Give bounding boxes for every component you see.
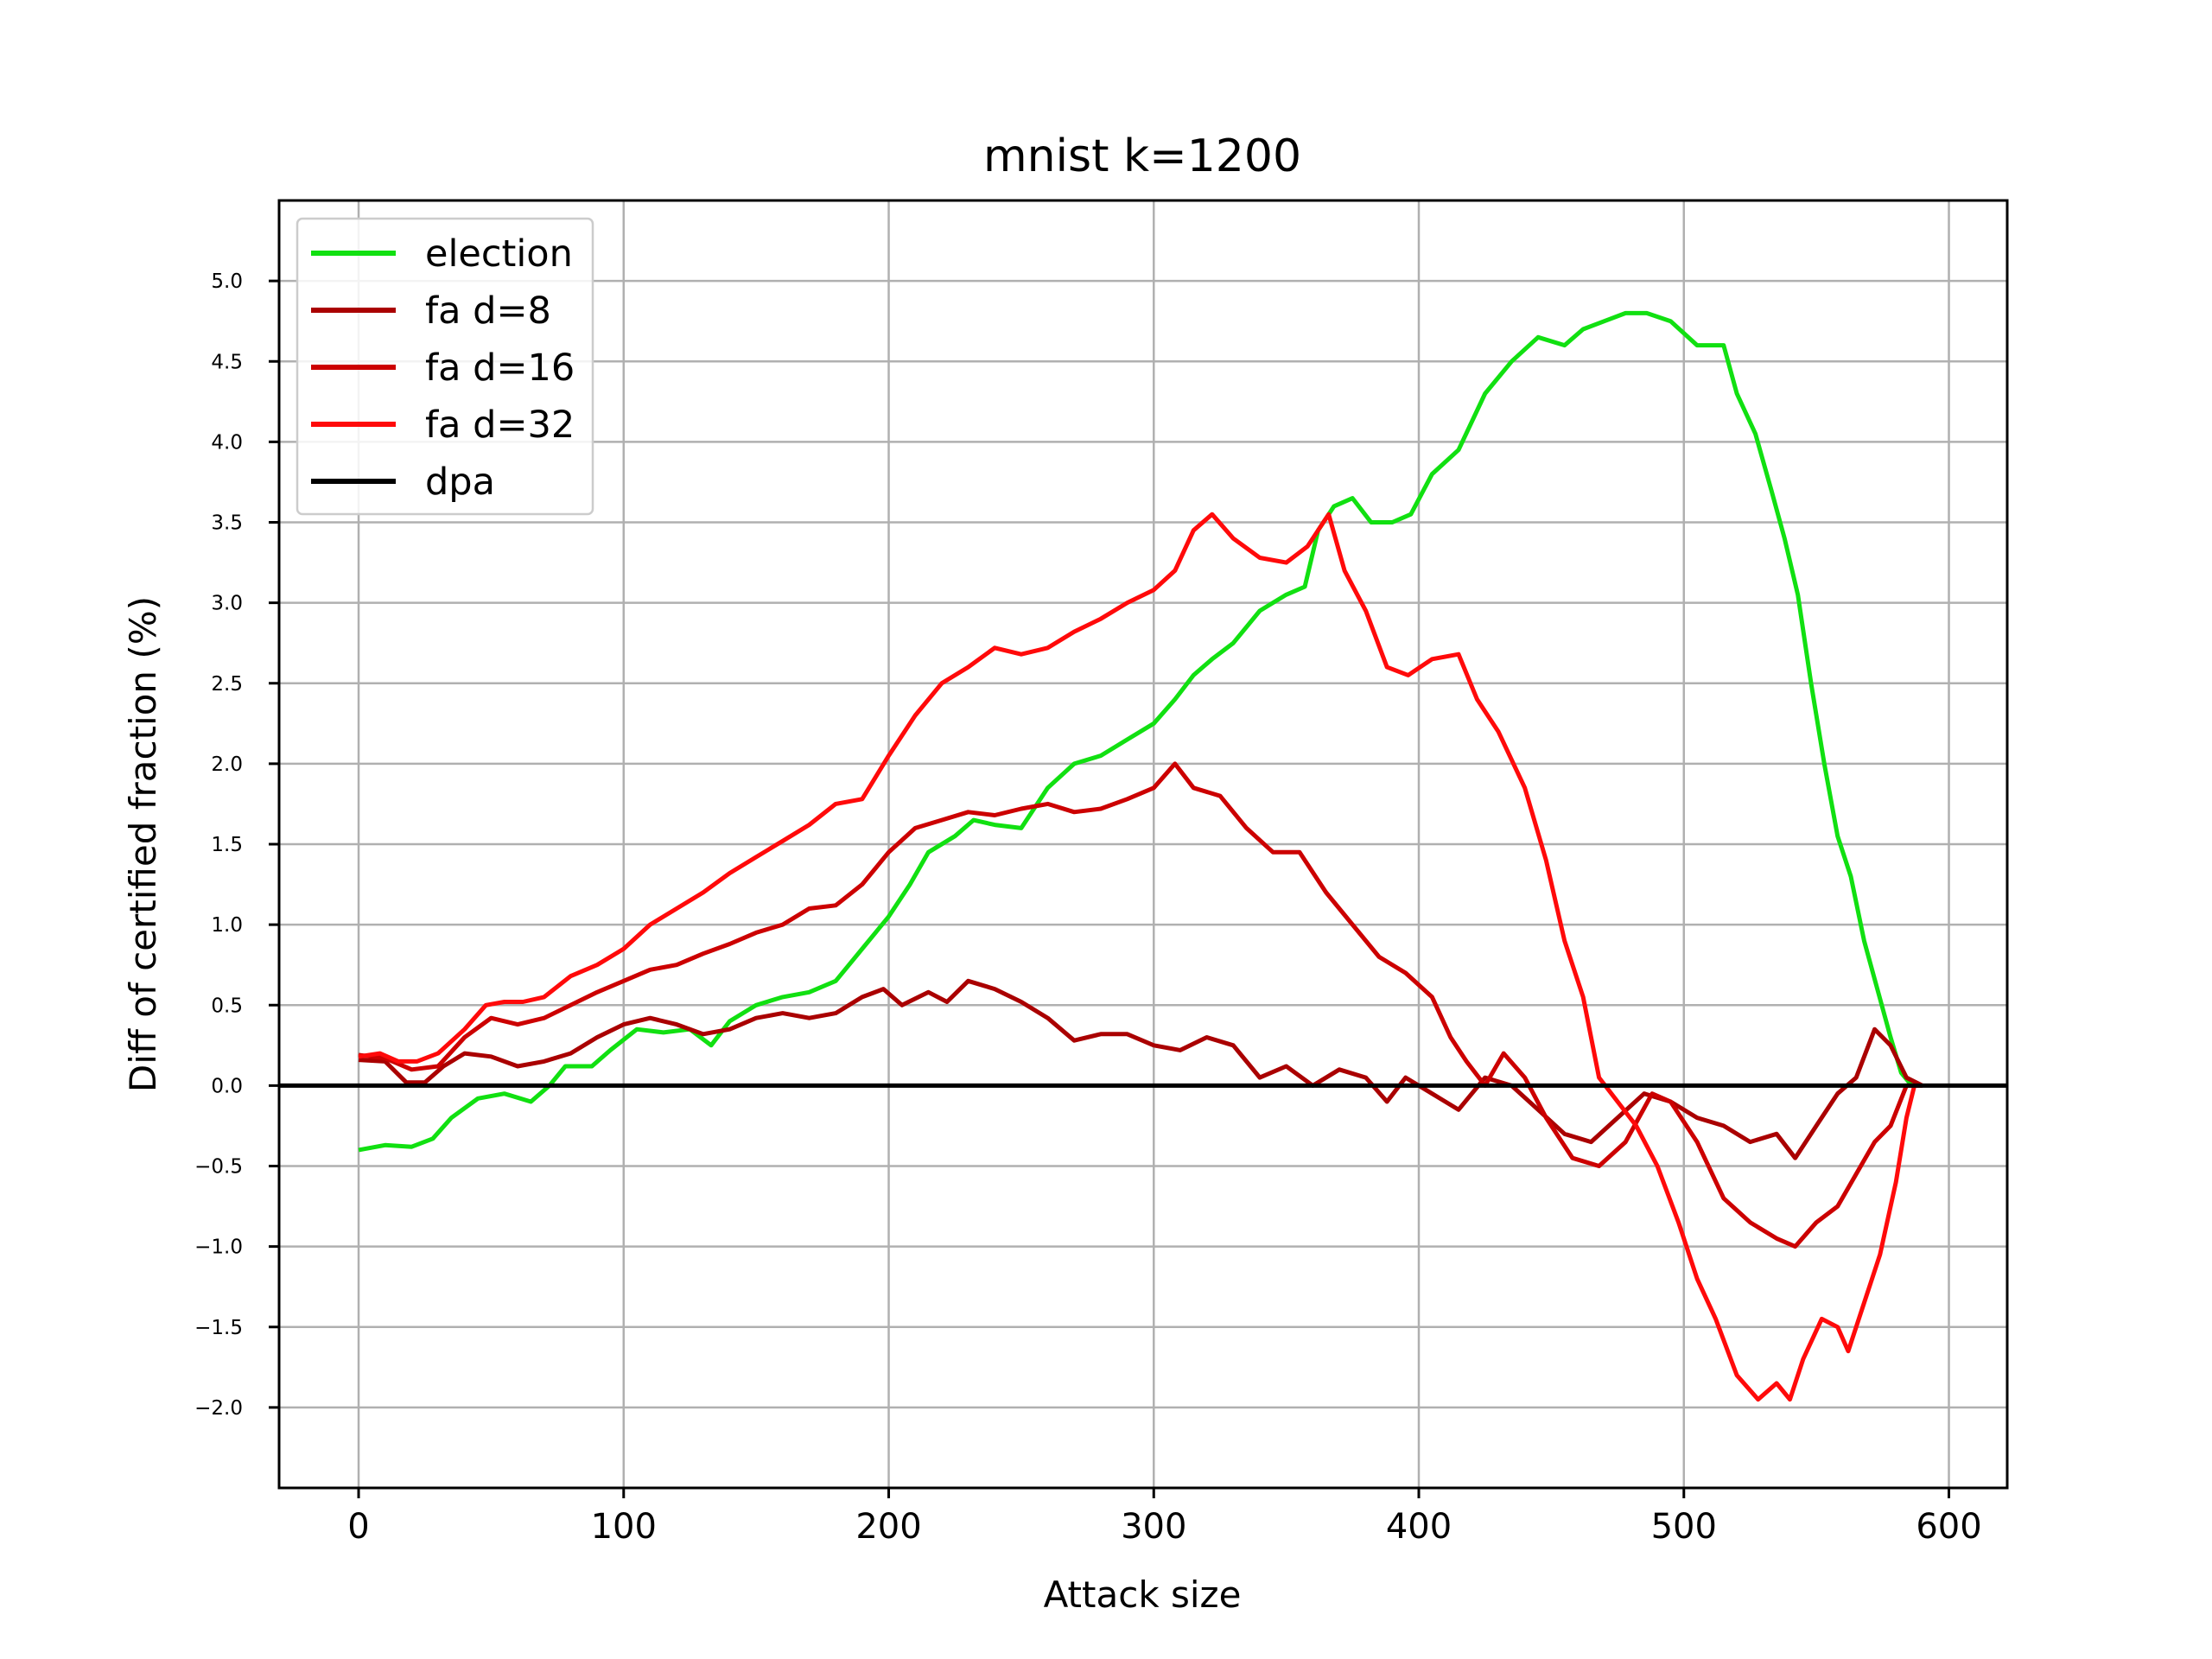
x-tick-label: 400: [1386, 1507, 1452, 1547]
y-tick-label: −1.0: [194, 1236, 243, 1259]
legend-label-election: election: [425, 232, 573, 276]
y-tick-label: 1.0: [211, 914, 243, 937]
x-axis-label: Attack size: [1044, 1573, 1242, 1616]
series-line-election: [358, 310, 1923, 1153]
y-tick-label: 3.5: [211, 512, 243, 535]
series-line-fa-d-8: [358, 978, 1923, 1160]
series-line-fa-d-16: [358, 761, 1923, 1249]
axis-ticks: 0 100 200 300 400 500 600 −2.0 −1.5 −1.0 −0.5 0.0 0.…: [194, 270, 1982, 1547]
x-tick-label: 200: [855, 1507, 921, 1547]
y-tick-label: 2.5: [211, 673, 243, 696]
y-tick-label: 0.5: [211, 995, 243, 1017]
series-line-fa-d-32: [358, 512, 1923, 1402]
legend-box: [296, 217, 594, 516]
y-tick-label: 2.0: [211, 753, 243, 776]
y-tick-label: −2.0: [194, 1397, 243, 1420]
x-tick-label: 300: [1121, 1507, 1186, 1547]
y-tick-label: 4.5: [211, 351, 243, 373]
y-tick-label: 5.0: [211, 270, 243, 293]
x-tick-label: 600: [1916, 1507, 1981, 1547]
legend: election fa d=8 fa d=16 fa d=32 dpa: [296, 217, 594, 516]
y-tick-label: 1.5: [211, 834, 243, 856]
x-tick-label: 500: [1651, 1507, 1717, 1547]
legend-label-fa-d-8: fa d=8: [425, 289, 551, 333]
y-tick-label: 4.0: [211, 431, 243, 454]
plot-lines: [279, 310, 2007, 1402]
legend-label-fa-d-32: fa d=32: [425, 404, 575, 447]
y-tick-label: 0.0: [211, 1075, 243, 1097]
y-axis-label: Diff of certified fraction (%): [122, 596, 164, 1092]
y-tick-label: −1.5: [194, 1317, 243, 1339]
chart-title: mnist k=1200: [983, 130, 1301, 182]
legend-label-fa-d-16: fa d=16: [425, 346, 575, 390]
legend-label-dpa: dpa: [425, 461, 495, 504]
y-tick-label: 3.0: [211, 593, 243, 615]
y-tick-label: −0.5: [194, 1156, 243, 1179]
x-tick-label: 100: [591, 1507, 657, 1547]
x-tick-label: 0: [347, 1507, 369, 1547]
